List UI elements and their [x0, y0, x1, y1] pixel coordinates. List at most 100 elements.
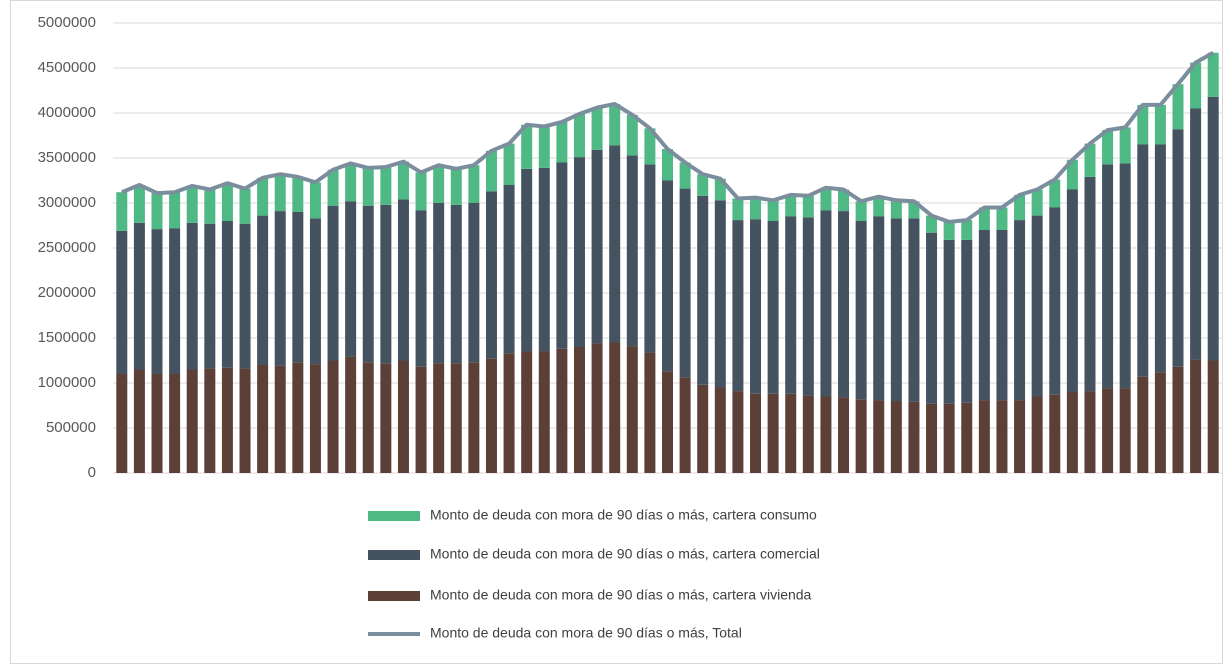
bar-segment — [538, 167, 550, 352]
bar-segment — [257, 177, 269, 216]
total-line — [121, 50, 1215, 224]
bar-segment — [573, 113, 585, 158]
bar-segment — [1066, 159, 1078, 190]
bar-segment — [697, 195, 709, 385]
bar-segment — [802, 195, 814, 218]
bar-segment — [838, 211, 850, 398]
bar-segment — [1102, 164, 1114, 389]
bar-segment — [732, 198, 744, 221]
bar-segment — [1207, 52, 1219, 97]
bar-segment — [1119, 388, 1131, 473]
bar-segment — [750, 219, 762, 394]
bar-segment — [204, 189, 216, 224]
y-tick-label: 2000000 — [38, 284, 96, 301]
bar-segment — [679, 162, 691, 189]
legend-label: Monto de deuda con mora de 90 días o más… — [430, 587, 812, 603]
legend-swatch — [368, 550, 420, 560]
y-tick-label: 3500000 — [38, 149, 96, 166]
bar-segment — [116, 374, 128, 473]
bar-segment — [257, 215, 269, 365]
bar-segment — [1014, 400, 1026, 473]
bar-segment — [450, 168, 462, 205]
bar-segment — [679, 188, 691, 378]
bar-segment — [362, 167, 374, 206]
bar-segment — [908, 218, 920, 402]
bar-segment — [221, 221, 233, 368]
bar-segment — [1172, 366, 1184, 473]
bar-segment — [1172, 84, 1184, 130]
bar-segment — [521, 124, 533, 169]
bar-segment — [785, 216, 797, 394]
y-tick-label: 4000000 — [38, 104, 96, 121]
y-tick-label: 0 — [88, 464, 96, 481]
bar-segment — [556, 122, 568, 163]
bar-segment — [169, 374, 181, 473]
bar-segment — [1084, 176, 1096, 392]
y-tick-label: 5000000 — [38, 14, 96, 31]
bar-segment — [415, 210, 427, 367]
bar-segment — [239, 368, 251, 473]
bar-segment — [380, 363, 392, 473]
bar-segment — [1014, 194, 1026, 221]
bar-segment — [1031, 215, 1043, 397]
y-tick-label: 3000000 — [38, 194, 96, 211]
bar-segment — [151, 193, 163, 230]
bar-segment — [1207, 96, 1219, 361]
bar-segment — [133, 369, 145, 473]
bar-segment — [1119, 127, 1131, 164]
bar-segment — [468, 362, 480, 473]
bar-segment — [116, 192, 128, 231]
bar-segment — [1066, 189, 1078, 392]
bar-segment — [1049, 179, 1061, 208]
bar-segment — [257, 365, 269, 473]
bar-segment — [662, 149, 673, 181]
bar-segment — [362, 362, 374, 473]
bar-segment — [1190, 62, 1202, 109]
bar-segment — [644, 352, 656, 473]
bar-segment — [151, 229, 163, 374]
bar-segment — [609, 104, 621, 146]
bar-segment — [1137, 104, 1149, 145]
bar-segment — [1119, 163, 1131, 389]
bar-segment — [855, 201, 867, 221]
bar-segment — [820, 396, 832, 473]
bar-segment — [591, 107, 603, 150]
bar-segment — [468, 165, 480, 203]
bar-segment — [1084, 391, 1096, 473]
bar-segment — [802, 395, 814, 473]
bar-segment — [943, 221, 955, 240]
bar-segment — [309, 182, 321, 219]
bar-segment — [1172, 129, 1184, 367]
bar-segment — [415, 366, 427, 473]
bar-segment — [908, 401, 920, 473]
bar-segment — [186, 185, 198, 223]
bar-segment — [978, 207, 990, 230]
bar-segment — [644, 164, 656, 353]
bar-segment — [767, 221, 779, 394]
bar-segment — [679, 377, 691, 473]
bar-segment — [943, 403, 955, 473]
bar-segment — [380, 204, 392, 364]
bar-segment — [239, 223, 251, 369]
bar-segment — [961, 220, 973, 240]
bar-segment — [274, 174, 286, 212]
bar-segment — [345, 163, 357, 202]
bar-segment — [397, 199, 409, 361]
bar-segment — [662, 180, 673, 372]
bar-segment — [450, 204, 462, 364]
bar-segment — [609, 145, 621, 343]
bar-segment — [961, 239, 973, 403]
bar-segment — [186, 369, 198, 473]
bar-segment — [767, 393, 779, 473]
bar-segment — [1066, 392, 1078, 473]
bar-segment — [433, 203, 445, 364]
bar-segment — [855, 221, 867, 400]
bar-segment — [996, 230, 1008, 401]
bar-segment — [327, 169, 339, 206]
bar-segment — [503, 143, 515, 185]
bar-segment — [538, 351, 550, 473]
bar-segment — [556, 348, 568, 473]
bar-segment — [626, 346, 638, 473]
bar-segment — [802, 217, 814, 396]
